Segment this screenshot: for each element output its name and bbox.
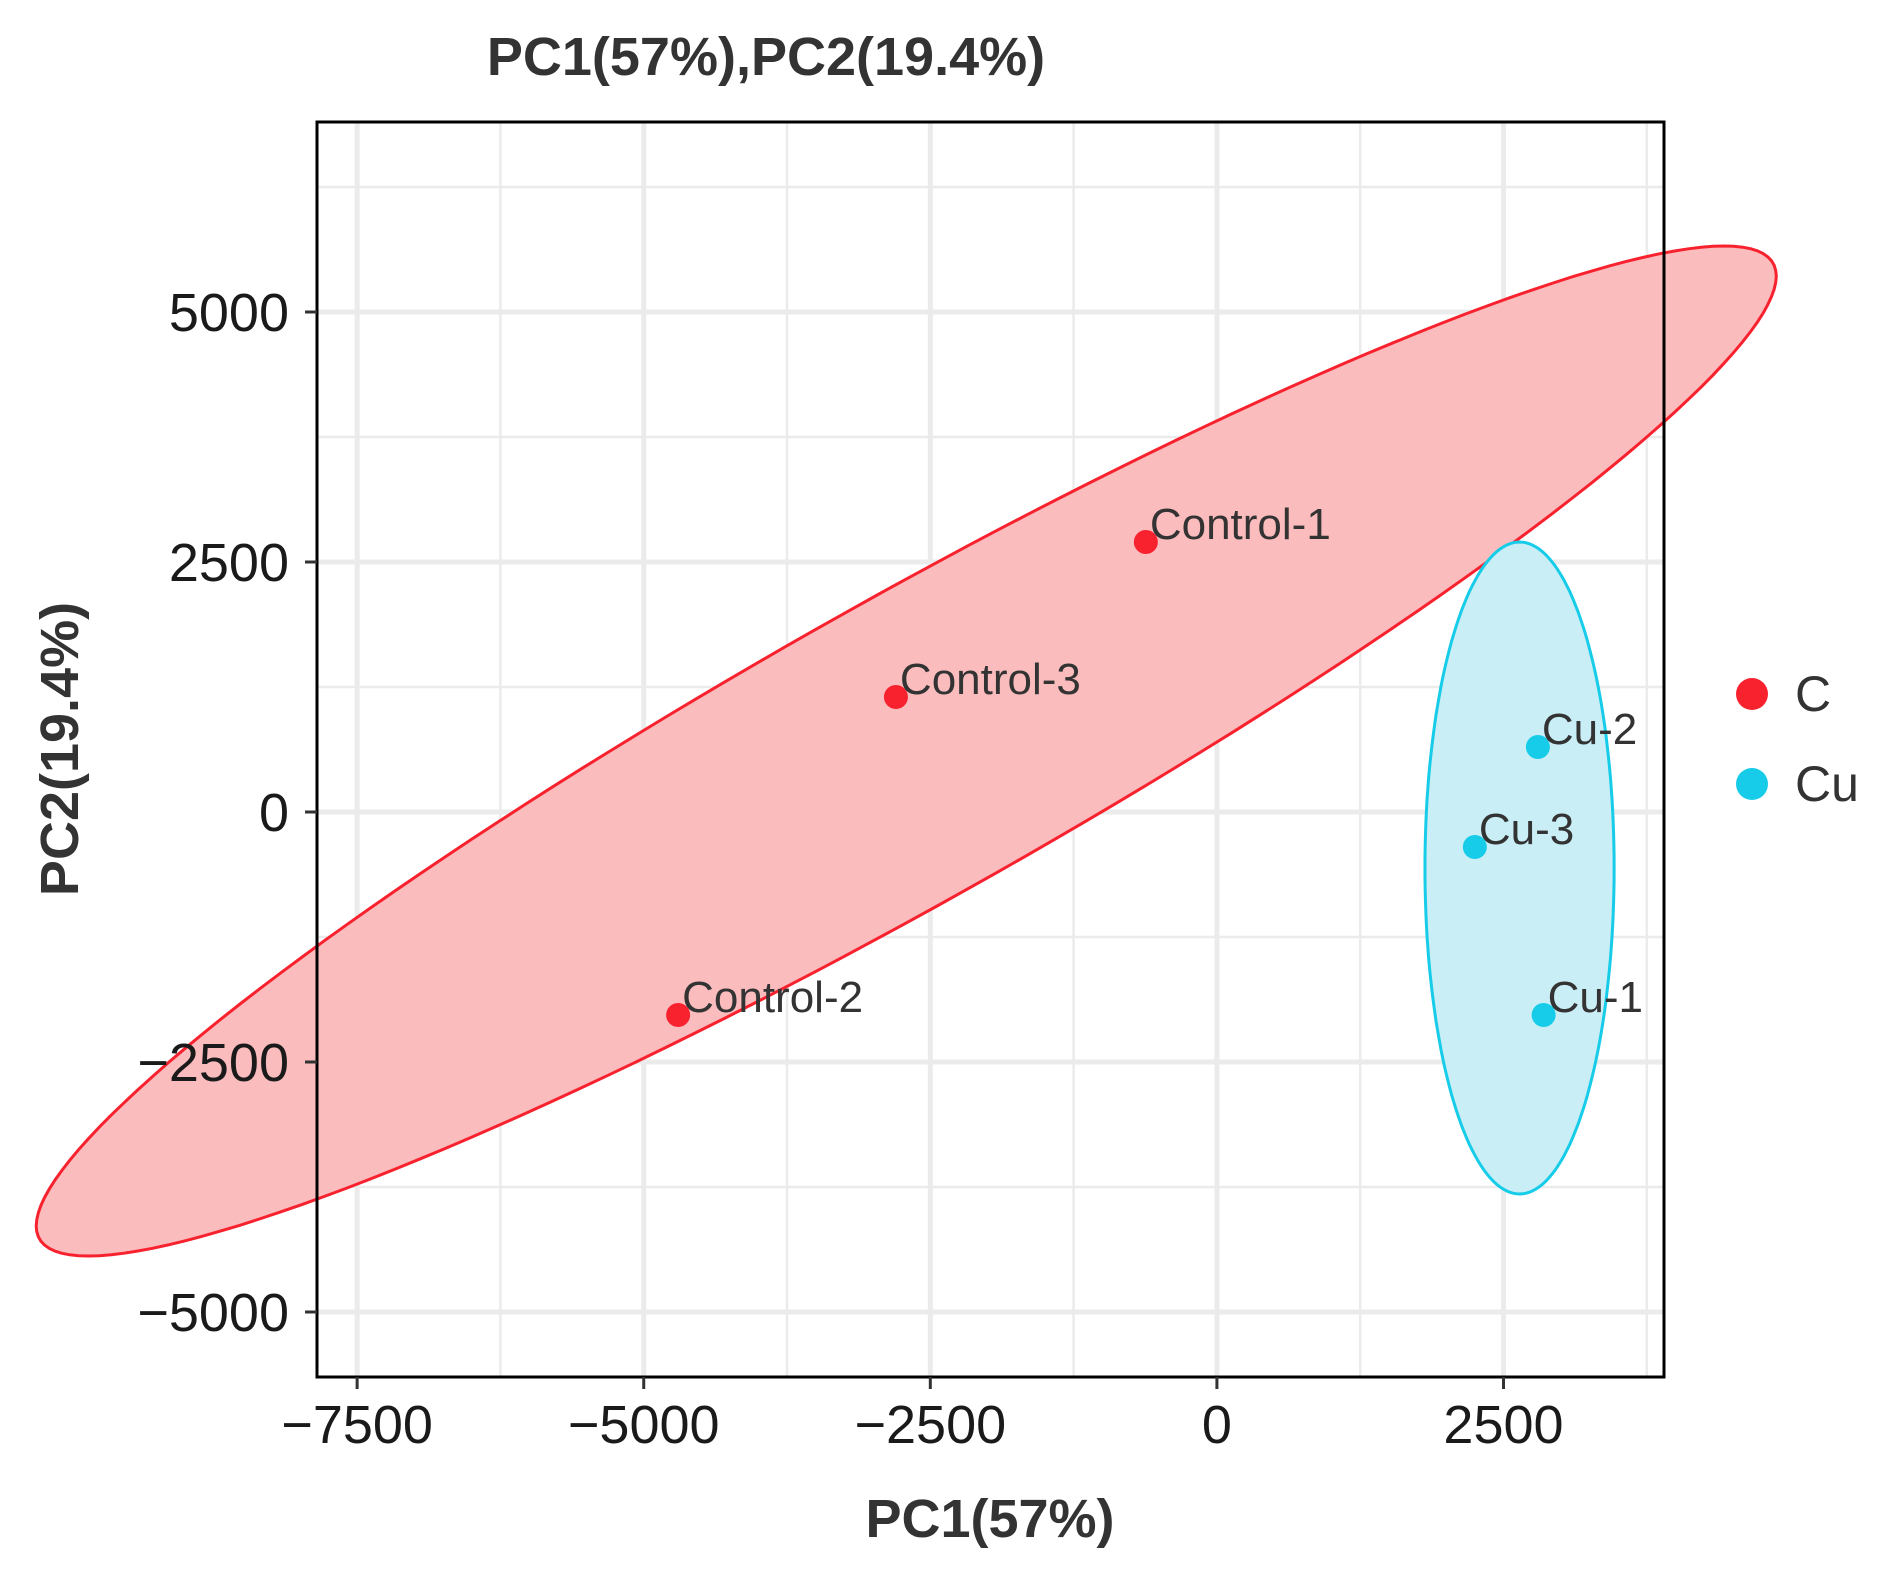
plot-border — [315, 120, 1666, 1379]
y-tick-label: −2500 — [137, 1033, 289, 1093]
confidence-ellipses — [34, 244, 1778, 1258]
point-label-Cu-3: Cu-3 — [1479, 805, 1574, 854]
point-labels: Control-1 Control-3 Control-2 Cu-2 Cu-3 Cu-1 — [682, 500, 1643, 1022]
y-tick-label: 0 — [259, 783, 289, 843]
y-tick-label: 2500 — [169, 533, 289, 593]
y-axis-ticks: −5000 −2500 0 2500 5000 — [137, 283, 317, 1343]
point-label-Cu-2: Cu-2 — [1542, 705, 1637, 754]
y-tick-label: −5000 — [137, 1283, 289, 1343]
legend-marker-C — [1736, 678, 1768, 710]
point-Cu-1 — [1531, 1003, 1556, 1027]
point-label-Control-3: Control-3 — [900, 655, 1081, 704]
x-axis-ticks: −7500 −5000 −2500 0 2500 — [281, 1377, 1564, 1455]
ellipse-C — [34, 244, 1778, 1258]
data-points — [666, 530, 1556, 1027]
legend-label-C: C — [1795, 666, 1831, 722]
x-tick-label: −7500 — [281, 1395, 433, 1455]
point-label-Control-2: Control-2 — [682, 973, 863, 1022]
legend: C Cu — [1736, 666, 1859, 812]
point-Cu-2 — [1525, 735, 1550, 759]
x-axis-label: PC1(57%) — [865, 1489, 1114, 1549]
point-Control-3 — [883, 685, 908, 709]
point-Cu-3 — [1462, 835, 1487, 859]
point-Control-2 — [666, 1003, 691, 1027]
legend-marker-Cu — [1736, 768, 1768, 800]
y-axis-label: PC2(19.4%) — [30, 602, 90, 896]
ellipse-Cu — [1423, 540, 1616, 1196]
x-tick-label: −5000 — [568, 1395, 720, 1455]
point-label-Cu-1: Cu-1 — [1548, 973, 1643, 1022]
x-tick-label: 0 — [1202, 1395, 1232, 1455]
x-tick-label: 2500 — [1443, 1395, 1563, 1455]
chart-title: PC1(57%),PC2(19.4%) — [487, 27, 1045, 87]
y-tick-label: 5000 — [169, 283, 289, 343]
point-Control-1 — [1133, 530, 1158, 554]
point-label-Control-1: Control-1 — [1150, 500, 1331, 549]
x-tick-label: −2500 — [854, 1395, 1006, 1455]
legend-label-Cu: Cu — [1795, 756, 1859, 812]
